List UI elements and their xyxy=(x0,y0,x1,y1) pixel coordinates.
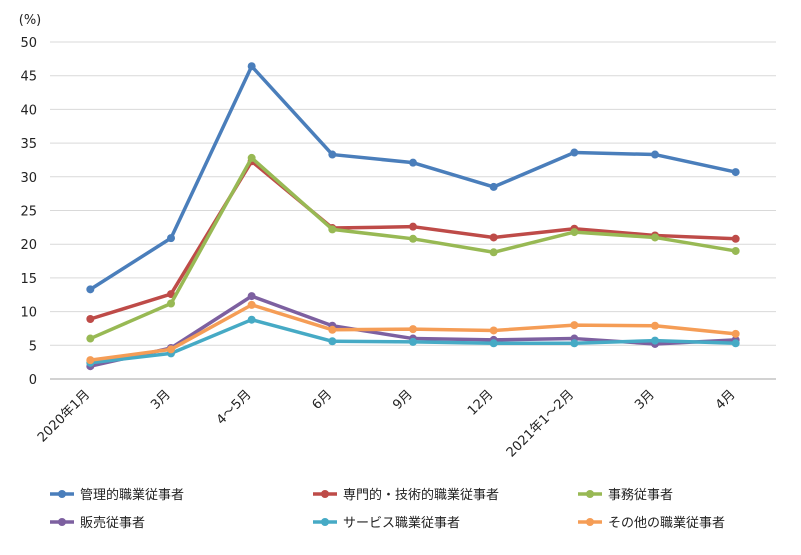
data-point xyxy=(731,329,740,338)
x-tick-label: 2021年1～2月 xyxy=(504,387,577,460)
x-tick-label: 2020年1月 xyxy=(35,387,93,445)
data-point xyxy=(247,153,256,162)
y-tick-label: 25 xyxy=(20,205,37,220)
data-point xyxy=(328,225,337,234)
data-point xyxy=(731,246,740,255)
legend-label: その他の職業従事者 xyxy=(608,515,725,531)
y-tick-label: 30 xyxy=(20,171,37,186)
legend-item: 管理的職業従事者 xyxy=(50,487,184,503)
legend-label: 販売従事者 xyxy=(80,515,145,531)
data-point xyxy=(731,168,740,177)
data-point xyxy=(570,148,579,157)
legend-swatch-marker xyxy=(58,490,66,498)
data-point xyxy=(86,356,95,365)
data-point xyxy=(247,300,256,309)
data-point xyxy=(328,150,337,159)
legend-label: 専門的・技術的職業従事者 xyxy=(343,487,499,503)
data-point xyxy=(651,336,659,345)
legend-swatch-marker xyxy=(321,490,329,498)
data-point xyxy=(247,315,256,324)
data-point xyxy=(328,337,337,346)
data-point xyxy=(651,321,659,330)
data-point xyxy=(409,337,417,346)
y-tick-label: 15 xyxy=(20,272,37,287)
data-point xyxy=(167,345,175,354)
x-tick-label: 3月 xyxy=(148,387,174,413)
data-point xyxy=(731,234,740,243)
data-point xyxy=(570,321,579,330)
data-point xyxy=(409,234,417,243)
y-tick-label: 0 xyxy=(29,373,37,388)
y-tick-label: 40 xyxy=(20,103,37,118)
data-point xyxy=(651,233,659,242)
data-point xyxy=(651,150,659,159)
legend-item: 事務従事者 xyxy=(578,488,673,503)
data-point xyxy=(731,339,740,348)
legend-label: サービス職業従事者 xyxy=(343,515,460,531)
series-group xyxy=(86,62,740,294)
data-point xyxy=(247,62,256,71)
data-point xyxy=(86,334,95,343)
x-tick-label: 3月 xyxy=(632,387,658,413)
data-point xyxy=(328,325,337,334)
data-point xyxy=(167,234,175,243)
series-group xyxy=(86,300,740,365)
y-tick-label: 45 xyxy=(20,70,37,85)
y-axis-unit-label: (%) xyxy=(19,13,42,28)
data-point xyxy=(489,233,498,242)
y-tick-label: 50 xyxy=(20,36,37,51)
series-line xyxy=(88,64,738,292)
data-point xyxy=(489,339,498,348)
data-point xyxy=(489,182,498,191)
legend-label: 管理的職業従事者 xyxy=(80,487,184,503)
x-tick-label: 9月 xyxy=(390,387,416,413)
data-point xyxy=(247,292,256,301)
legend-swatch-marker xyxy=(586,490,594,498)
legend-swatch-marker xyxy=(586,518,594,526)
x-tick-labels: 2020年1月 3月 4～5月 6月 9月 12月 2021年1～2月 3月 4月 xyxy=(35,387,739,460)
y-tick-label: 20 xyxy=(20,238,37,253)
y-tick-label: 10 xyxy=(20,306,37,321)
x-tick-label: 4月 xyxy=(713,387,739,413)
y-tick-label: 35 xyxy=(20,137,37,152)
legend-item: 販売従事者 xyxy=(50,515,145,531)
data-point xyxy=(409,222,417,231)
data-point xyxy=(570,228,579,237)
legend-swatch-marker xyxy=(321,518,329,526)
legend-item: その他の職業従事者 xyxy=(578,515,725,531)
data-point xyxy=(167,299,175,308)
data-point xyxy=(86,315,95,324)
x-tick-label: 6月 xyxy=(310,387,336,413)
x-tick-label: 12月 xyxy=(465,387,496,418)
legend-swatch-marker xyxy=(58,518,66,526)
series-group xyxy=(86,153,740,343)
series-lines xyxy=(86,62,740,371)
data-point xyxy=(86,285,95,294)
data-point xyxy=(409,325,417,334)
data-point xyxy=(570,339,579,348)
data-point xyxy=(489,326,498,335)
data-point xyxy=(167,290,175,299)
legend-item: 専門的・技術的職業従事者 xyxy=(313,487,499,503)
data-point xyxy=(489,248,498,257)
legend-label: 事務従事者 xyxy=(608,488,673,503)
data-point xyxy=(409,158,417,167)
y-tick-labels: 0 5 10 15 20 25 30 35 40 45 50 xyxy=(20,36,37,388)
x-tick-label: 4～5月 xyxy=(214,387,255,428)
y-tick-label: 5 xyxy=(29,339,37,354)
legend-item: サービス職業従事者 xyxy=(313,515,460,531)
